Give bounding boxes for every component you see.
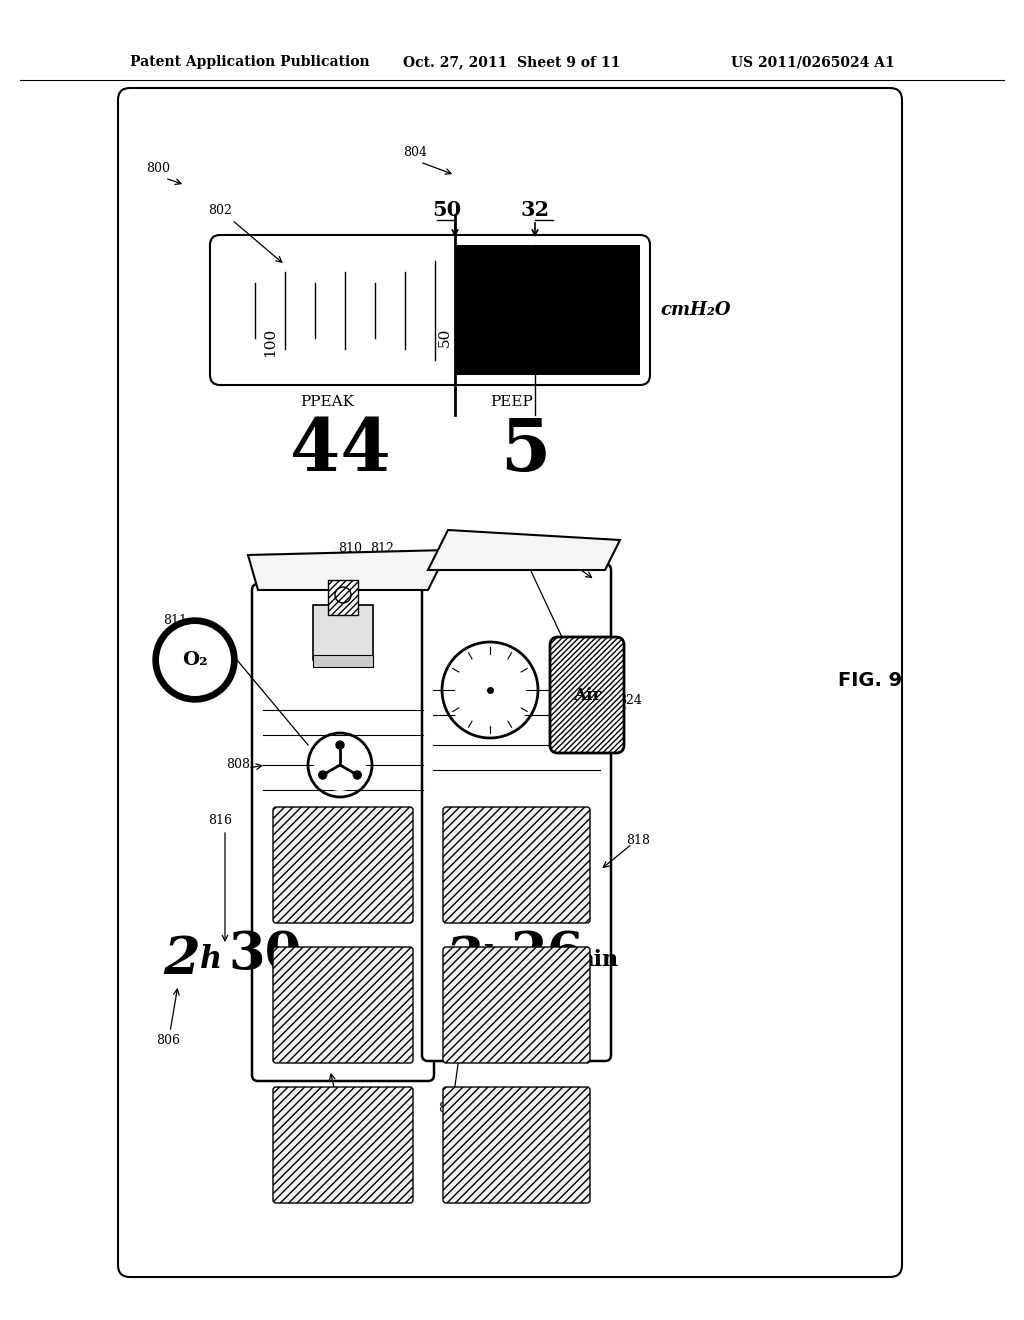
FancyBboxPatch shape <box>443 807 590 923</box>
Text: min: min <box>570 949 618 972</box>
FancyBboxPatch shape <box>210 235 650 385</box>
Text: O₂: O₂ <box>182 651 208 669</box>
Circle shape <box>153 618 237 702</box>
FancyBboxPatch shape <box>252 583 434 1081</box>
Text: US 2011/0265024 A1: US 2011/0265024 A1 <box>731 55 895 69</box>
Bar <box>313 655 373 667</box>
Text: 824: 824 <box>618 693 642 706</box>
Text: 2: 2 <box>445 935 481 986</box>
FancyBboxPatch shape <box>273 1086 413 1203</box>
Circle shape <box>314 739 366 791</box>
Bar <box>313 605 373 660</box>
FancyBboxPatch shape <box>443 946 590 1063</box>
Polygon shape <box>428 531 620 570</box>
Text: 810: 810 <box>338 541 362 554</box>
Bar <box>328 579 358 615</box>
Text: 50: 50 <box>438 327 452 347</box>
Text: 820: 820 <box>508 536 531 549</box>
Text: min: min <box>288 949 336 972</box>
Text: Air: Air <box>572 686 601 704</box>
Circle shape <box>336 741 344 748</box>
Text: cmH₂O: cmH₂O <box>660 301 730 319</box>
Text: Patent Application Publication: Patent Application Publication <box>130 55 370 69</box>
Text: 804: 804 <box>403 145 427 158</box>
Text: Oct. 27, 2011  Sheet 9 of 11: Oct. 27, 2011 Sheet 9 of 11 <box>403 55 621 69</box>
Text: 26: 26 <box>510 929 584 981</box>
Text: 811: 811 <box>163 614 187 627</box>
Text: h: h <box>200 945 222 975</box>
Circle shape <box>318 771 327 779</box>
Text: 812: 812 <box>370 541 394 554</box>
Text: 0: 0 <box>608 327 622 338</box>
Circle shape <box>447 647 534 733</box>
FancyBboxPatch shape <box>443 1086 590 1203</box>
Text: 806: 806 <box>156 1034 180 1047</box>
Text: 5: 5 <box>500 414 550 486</box>
Text: 818: 818 <box>546 536 570 549</box>
Text: 800: 800 <box>146 161 170 174</box>
FancyBboxPatch shape <box>118 88 902 1276</box>
Text: 2: 2 <box>163 935 200 986</box>
Text: 50: 50 <box>432 201 462 220</box>
Bar <box>455 246 640 375</box>
Text: 820: 820 <box>560 1048 584 1061</box>
Text: h: h <box>482 945 504 975</box>
Text: PPEAK: PPEAK <box>300 395 354 409</box>
Text: 32: 32 <box>520 201 550 220</box>
Text: 818: 818 <box>626 833 650 846</box>
FancyBboxPatch shape <box>422 564 611 1061</box>
FancyBboxPatch shape <box>273 946 413 1063</box>
Circle shape <box>159 624 231 696</box>
Text: 44: 44 <box>290 414 391 486</box>
Text: PEEP: PEEP <box>490 395 532 409</box>
Polygon shape <box>248 550 449 590</box>
Text: 822: 822 <box>438 1101 462 1114</box>
Text: 100: 100 <box>263 327 278 358</box>
Bar <box>455 246 640 375</box>
Text: 808: 808 <box>226 759 250 771</box>
FancyBboxPatch shape <box>550 638 624 752</box>
Text: FIG. 9: FIG. 9 <box>838 671 902 689</box>
Circle shape <box>353 771 361 779</box>
FancyBboxPatch shape <box>273 807 413 923</box>
Text: 814: 814 <box>328 1101 352 1114</box>
Text: 816: 816 <box>208 813 232 826</box>
Text: 802: 802 <box>208 203 232 216</box>
Text: 30: 30 <box>228 929 301 981</box>
